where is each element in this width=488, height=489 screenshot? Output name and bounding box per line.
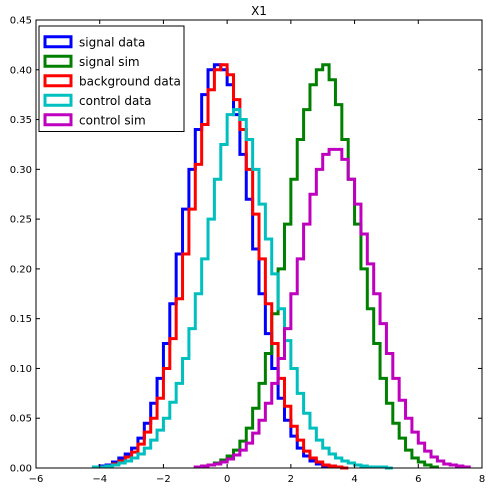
legend-label: signal sim [79, 55, 140, 69]
y-tick-label: 0.25 [10, 215, 32, 226]
x-tick-label: −6 [29, 474, 44, 485]
x-tick-label: 8 [479, 474, 485, 485]
x-tick-label: 4 [351, 474, 357, 485]
series-background-data-line [104, 63, 349, 470]
x-tick-label: 0 [224, 474, 230, 485]
legend-swatch [43, 93, 73, 107]
legend-swatch [43, 74, 73, 88]
series-control-sim-line [193, 147, 471, 469]
axes-frame [35, 19, 483, 469]
y-tick-label: 0.30 [10, 165, 32, 176]
x-tick-label: 2 [288, 474, 294, 485]
y-tick-label: 0.20 [10, 264, 32, 275]
chart-title: X1 [251, 4, 267, 18]
y-tick-label: 0.15 [10, 314, 32, 325]
x-tick-label: 6 [415, 474, 421, 485]
x-tick-label: −4 [92, 474, 107, 485]
y-tick-label: 0.10 [10, 364, 32, 375]
legend-swatch [43, 35, 73, 49]
legend-swatch [43, 113, 73, 127]
legend-label: control sim [79, 113, 146, 127]
y-tick-label: 0.35 [10, 115, 32, 126]
y-tick-label: 0.05 [10, 414, 32, 425]
axes-layer: −6 −4 −2 0 2 4 6 8 0.00 0.05 0.10 0.15 0.20 0.25 0.30 0… [10, 16, 485, 486]
series-layer [91, 63, 471, 470]
y-tick-label: 0.45 [10, 16, 32, 27]
legend-label: signal data [79, 35, 145, 49]
y-tick-label: 0.00 [10, 464, 32, 475]
legend: signal data signal sim background data cont… [38, 25, 185, 132]
series-control-data-line [91, 108, 393, 470]
legend-label: background data [79, 74, 181, 88]
series-signal-sim-line [193, 63, 439, 469]
y-tick-label: 0.40 [10, 65, 32, 76]
legend-label: control data [79, 94, 151, 108]
x-tick-label: −2 [156, 474, 171, 485]
legend-swatch [43, 54, 73, 68]
